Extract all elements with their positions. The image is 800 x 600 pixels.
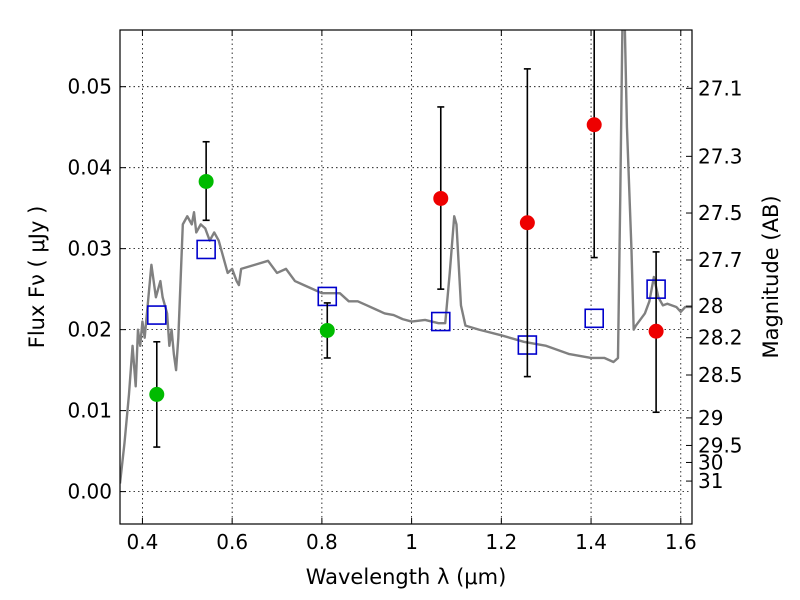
plot-area [120, 30, 692, 484]
x-tick-label: 0.4 [127, 530, 159, 554]
right-tick-label: 28 [698, 294, 723, 318]
x-tick-label: 1.4 [575, 530, 607, 554]
y-tick-label: 0.03 [67, 237, 112, 261]
right-tick-label: 27.5 [698, 201, 743, 225]
right-tick-label: 28.2 [698, 326, 743, 350]
plot-frame [119, 29, 693, 525]
observed-flux-point [198, 173, 214, 189]
y-tick-label: 0.04 [67, 156, 112, 180]
x-tick-label: 1.2 [485, 530, 517, 554]
model-photometry-square [146, 305, 167, 325]
x-axis: 0.4 0.6 0.8 1 1.2 1.4 1.6 [127, 30, 697, 554]
grid [120, 30, 692, 524]
right-tick-label: 28.5 [698, 363, 743, 387]
right-tick-label: 30 [698, 450, 723, 474]
observed-flux-point [433, 190, 449, 206]
observed-flux-point [319, 322, 335, 338]
observed-flux-point [149, 386, 165, 402]
x-tick-label: 0.6 [216, 530, 248, 554]
observed-flux-point [586, 117, 602, 133]
right-tick-label: 27.1 [698, 76, 743, 100]
x-axis-label: Wavelength λ (μm) [306, 565, 507, 589]
model-spectrum-line [120, 30, 692, 484]
observed-flux-point [519, 215, 535, 231]
right-tick-label: 29.5 [698, 433, 743, 457]
y-tick-label: 0.01 [67, 399, 112, 423]
model-photometry-square [196, 239, 216, 260]
y-tick-label: 0.00 [67, 480, 112, 504]
right-tick-label: 27.7 [698, 248, 743, 272]
x-tick-label: 0.8 [306, 530, 338, 554]
y-axis-label: Flux Fν ( μJy ) [25, 206, 49, 349]
model-photometry-square [430, 311, 451, 332]
y-tick-label: 0.02 [67, 318, 112, 342]
right-tick-label: 27.3 [698, 144, 743, 168]
y-tick-label: 0.05 [67, 75, 112, 99]
observed-flux-point [648, 323, 664, 339]
model-photometry-square [584, 308, 604, 329]
x-tick-label: 1.6 [665, 530, 697, 554]
right-tick-label: 29 [698, 406, 723, 430]
y-axis-left: 0.00 0.01 0.02 0.03 0.04 0.05 [67, 75, 126, 504]
y-axis-right-label: Magnitude (AB) [759, 195, 783, 358]
right-tick-label: 31 [698, 469, 723, 493]
x-tick-label: 1 [405, 530, 418, 554]
